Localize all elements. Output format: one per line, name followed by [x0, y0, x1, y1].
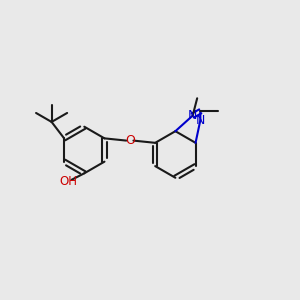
Text: OH: OH	[59, 175, 77, 188]
Text: O: O	[125, 134, 135, 147]
Text: N: N	[196, 114, 205, 127]
Text: N: N	[188, 109, 197, 122]
